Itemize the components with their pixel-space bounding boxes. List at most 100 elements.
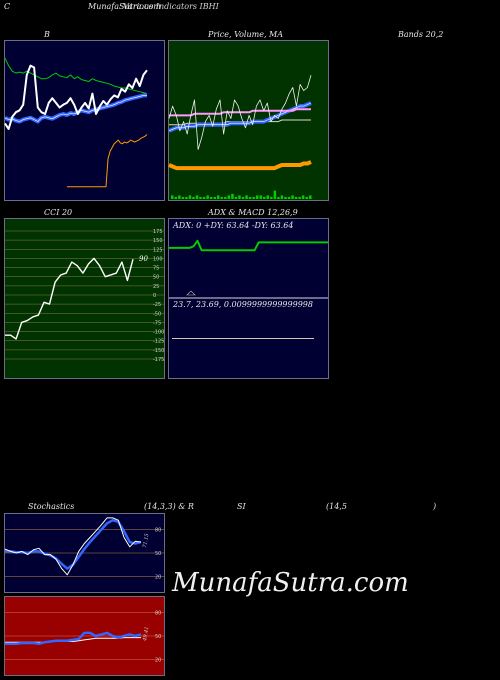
- cci-tick-label: -125: [153, 339, 164, 345]
- adx-line: [169, 239, 328, 252]
- volume-bar: [291, 195, 294, 199]
- stoch-tick-label: 20: [155, 574, 161, 580]
- stoch-params: (14,3,3) & R: [144, 502, 194, 511]
- macd-chart: [172, 290, 314, 339]
- bollinger-chart: [4, 57, 148, 188]
- cci-label: CCI 20: [44, 208, 73, 217]
- cci-tick-label: 150: [153, 238, 163, 244]
- volume-bar: [301, 195, 305, 199]
- volume-bar: [202, 197, 206, 199]
- cci-tick-label: -50: [153, 311, 161, 317]
- volume-bar: [220, 197, 223, 199]
- macd-panel: 23.7, 23.69, 0.0099999999999998: [168, 290, 329, 379]
- volume-bar: [181, 197, 185, 199]
- stoch-tick-label: 50: [155, 551, 161, 557]
- volume-bar: [266, 195, 269, 199]
- stoch-last-value: 71.15: [142, 533, 150, 548]
- stoch-tick-label: 80: [155, 528, 161, 534]
- adx-values: ADX: 0 +DY: 63.64 -DY: 63.64: [173, 221, 294, 230]
- volume-bar: [294, 197, 298, 199]
- volume-bar: [206, 195, 209, 199]
- cci-tick-label: 175: [153, 229, 163, 235]
- watermark: MunafaSutra.com: [172, 568, 409, 598]
- volume-bar: [252, 197, 255, 199]
- volume-bar: [199, 197, 202, 199]
- cci-tick-label: -175: [153, 357, 164, 363]
- ma-orange-line: [168, 160, 312, 171]
- bollinger-panel: [4, 40, 165, 201]
- stoch-k-line: [4, 517, 142, 576]
- cci-last-value: 90: [139, 255, 148, 263]
- volume-bar: [280, 195, 284, 199]
- cci-tick-label: -25: [153, 302, 161, 308]
- volume-bar: [270, 197, 273, 199]
- volume-bar: [217, 195, 220, 199]
- volume-bar: [255, 195, 259, 199]
- volume-bar: [277, 197, 280, 199]
- volume-bar: [213, 197, 216, 199]
- cci-panel: 175 150 125 100 75 50 25 0 -25 -50 -75 -100 -125 -150…: [4, 218, 165, 379]
- close-price-line: [168, 74, 312, 150]
- macd-arrow-icon: [186, 290, 196, 296]
- rsi-params: (14,5: [326, 502, 347, 511]
- price-title: Price, Volume, MA: [208, 30, 284, 39]
- price-chart: [168, 74, 312, 199]
- rsi-tick-label: 80: [155, 611, 161, 617]
- volume-bar: [231, 193, 234, 199]
- bb-lower-line: [67, 134, 148, 188]
- cci-tick-label: 0: [153, 293, 156, 299]
- volume-bar: [195, 195, 199, 199]
- stoch-label: Stochastics: [28, 502, 75, 511]
- header-title: MunafaSutra.com: [88, 2, 161, 11]
- volume-bar: [209, 197, 213, 199]
- cci-tick-label: -150: [153, 348, 164, 354]
- adx-chart: [169, 239, 328, 252]
- rsi-close: ): [433, 502, 437, 511]
- volume-bar: [171, 195, 174, 199]
- volume-bar: [178, 195, 181, 199]
- price-panel: [168, 40, 329, 201]
- bands-right-label: Bands 20,2: [398, 30, 444, 39]
- volume-bar: [241, 197, 245, 199]
- bb-price-line: [4, 64, 148, 130]
- rsi-last-value: 49.41: [142, 626, 151, 642]
- stoch-panel: 80 50 20 71.15: [4, 513, 165, 593]
- header-left: C: [4, 2, 11, 11]
- rsi-panel: 80 50 20 49.41: [4, 596, 165, 676]
- volume-bar: [284, 197, 287, 199]
- volume-bar: [224, 197, 227, 199]
- volume-bar: [263, 197, 266, 199]
- volume-bar: [248, 197, 252, 199]
- macd-values: 23.7, 23.69, 0.0099999999999998: [173, 300, 313, 309]
- cci-tick-label: -75: [153, 320, 161, 326]
- volume-bar: [245, 195, 248, 199]
- header-subtitle: Various Indicators IBHI: [123, 2, 219, 11]
- rsi-chart: 80 50 20 49.41: [5, 611, 164, 663]
- rsi-tick-label: 50: [155, 634, 161, 640]
- volume-bar: [174, 197, 177, 199]
- rsi-line: [5, 631, 142, 646]
- stoch-chart: 80 50 20 71.15: [4, 517, 164, 580]
- volume-bar: [238, 195, 241, 199]
- cci-line: [5, 257, 134, 340]
- volume-bar: [227, 195, 231, 199]
- volume-bar: [192, 197, 195, 199]
- volume-bar: [305, 197, 308, 199]
- volume-bar: [298, 197, 301, 199]
- cci-tick-label: 100: [153, 256, 163, 262]
- volume-bar: [188, 195, 192, 199]
- rsi-tick-label: 20: [155, 657, 161, 663]
- volume-bar: [259, 195, 262, 199]
- bands-left-label: B: [44, 30, 50, 39]
- volume-bar: [234, 197, 238, 199]
- bb-middle-core: [4, 95, 147, 122]
- volume-bar: [273, 190, 277, 199]
- cci-tick-label: 25: [153, 284, 159, 290]
- cci-tick-label: 75: [153, 266, 159, 272]
- cci-chart: 175 150 125 100 75 50 25 0 -25 -50 -75 -100 -125 -150…: [5, 229, 164, 363]
- cci-tick-label: 50: [153, 275, 159, 281]
- volume-bar: [185, 197, 188, 199]
- adx-panel: ADX: 0 +DY: 63.64 -DY: 63.64: [168, 218, 329, 298]
- volume-bar: [287, 197, 291, 199]
- adx-macd-label: ADX & MACD 12,26,9: [208, 208, 298, 217]
